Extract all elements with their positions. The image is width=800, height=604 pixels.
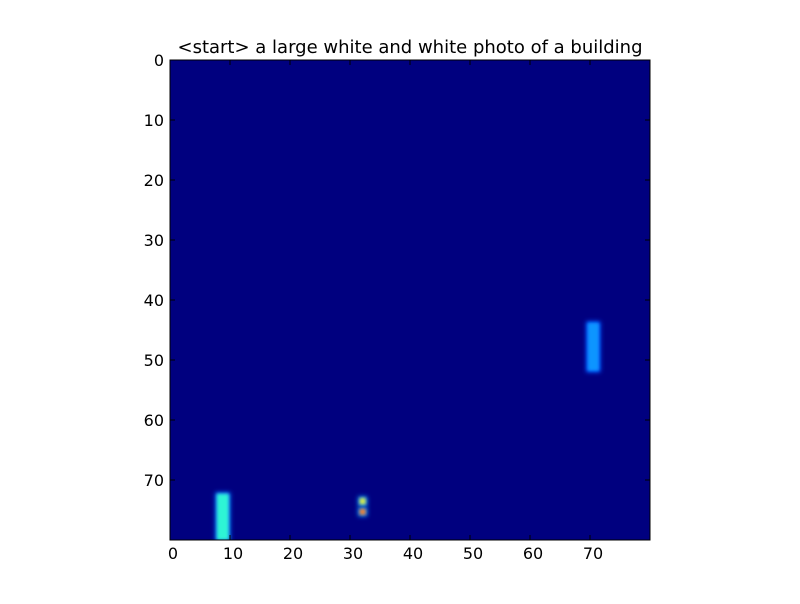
y-tick-label: 60 [144, 411, 164, 430]
x-tick-label: 20 [283, 544, 303, 563]
blob-dot-lower [359, 508, 366, 515]
blob-dot-upper [359, 498, 366, 505]
y-axis: 0 10 20 30 40 50 60 70 [144, 51, 650, 490]
y-tick-label: 70 [144, 471, 164, 490]
y-tick-label: 30 [144, 231, 164, 250]
chart-title: <start> a large white and white photo of… [177, 37, 642, 58]
y-tick-label: 20 [144, 171, 164, 190]
x-tick-label: 60 [523, 544, 543, 563]
y-tick-label: 50 [144, 351, 164, 370]
y-tick-label: 40 [144, 291, 164, 310]
plot-background [170, 60, 650, 540]
x-tick-label: 70 [583, 544, 603, 563]
x-axis: 0 10 20 30 40 50 60 70 [168, 60, 603, 563]
x-tick-label: 0 [168, 544, 178, 563]
x-tick-label: 40 [403, 544, 423, 563]
x-tick-label: 30 [343, 544, 363, 563]
blob-right-bar [587, 322, 599, 371]
y-tick-label: 10 [144, 111, 164, 130]
x-tick-label: 50 [463, 544, 483, 563]
y-tick-label: 0 [154, 51, 164, 70]
x-tick-label: 10 [223, 544, 243, 563]
blob-left-bar [216, 493, 229, 540]
blob-layer [215, 321, 601, 540]
